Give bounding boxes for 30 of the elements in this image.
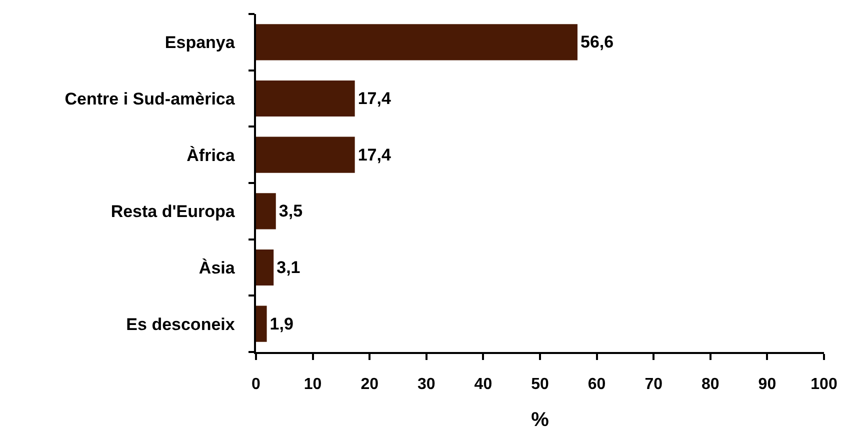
data-label: 17,4 bbox=[358, 145, 392, 164]
bar bbox=[256, 306, 267, 342]
x-tick-label: 60 bbox=[588, 376, 606, 393]
y-tick-label: Resta d'Europa bbox=[110, 202, 236, 222]
y-tick-label: Àfrica bbox=[186, 144, 236, 165]
bar bbox=[256, 136, 355, 173]
x-tick-label: 70 bbox=[644, 376, 663, 393]
x-tick-label: 50 bbox=[531, 376, 549, 393]
x-tick-label: 80 bbox=[702, 376, 720, 393]
bar bbox=[256, 24, 578, 60]
x-tick-label: 40 bbox=[474, 376, 492, 393]
y-tick-label: Es desconeix bbox=[126, 314, 236, 334]
data-label: 1,9 bbox=[270, 314, 294, 334]
x-tick-label: 100 bbox=[810, 376, 838, 393]
y-tick-label: Espanya bbox=[164, 33, 236, 52]
bar bbox=[256, 80, 355, 117]
data-label: 56,6 bbox=[580, 32, 614, 52]
bar bbox=[256, 193, 276, 230]
y-tick-label: Centre i Sud-amèrica bbox=[64, 89, 236, 108]
x-tick-label: 20 bbox=[360, 376, 379, 393]
x-tick-label: 30 bbox=[418, 376, 436, 393]
bar bbox=[256, 249, 274, 286]
data-label: 17,4 bbox=[358, 89, 392, 108]
data-label: 3,5 bbox=[278, 202, 303, 221]
y-tick-label: Àsia bbox=[198, 257, 236, 278]
data-label: 3,1 bbox=[276, 258, 300, 277]
x-axis-title: % bbox=[531, 408, 550, 431]
x-tick-label: 0 bbox=[252, 376, 261, 393]
x-tick-label: 90 bbox=[758, 376, 776, 393]
x-tick-label: 10 bbox=[304, 376, 322, 393]
